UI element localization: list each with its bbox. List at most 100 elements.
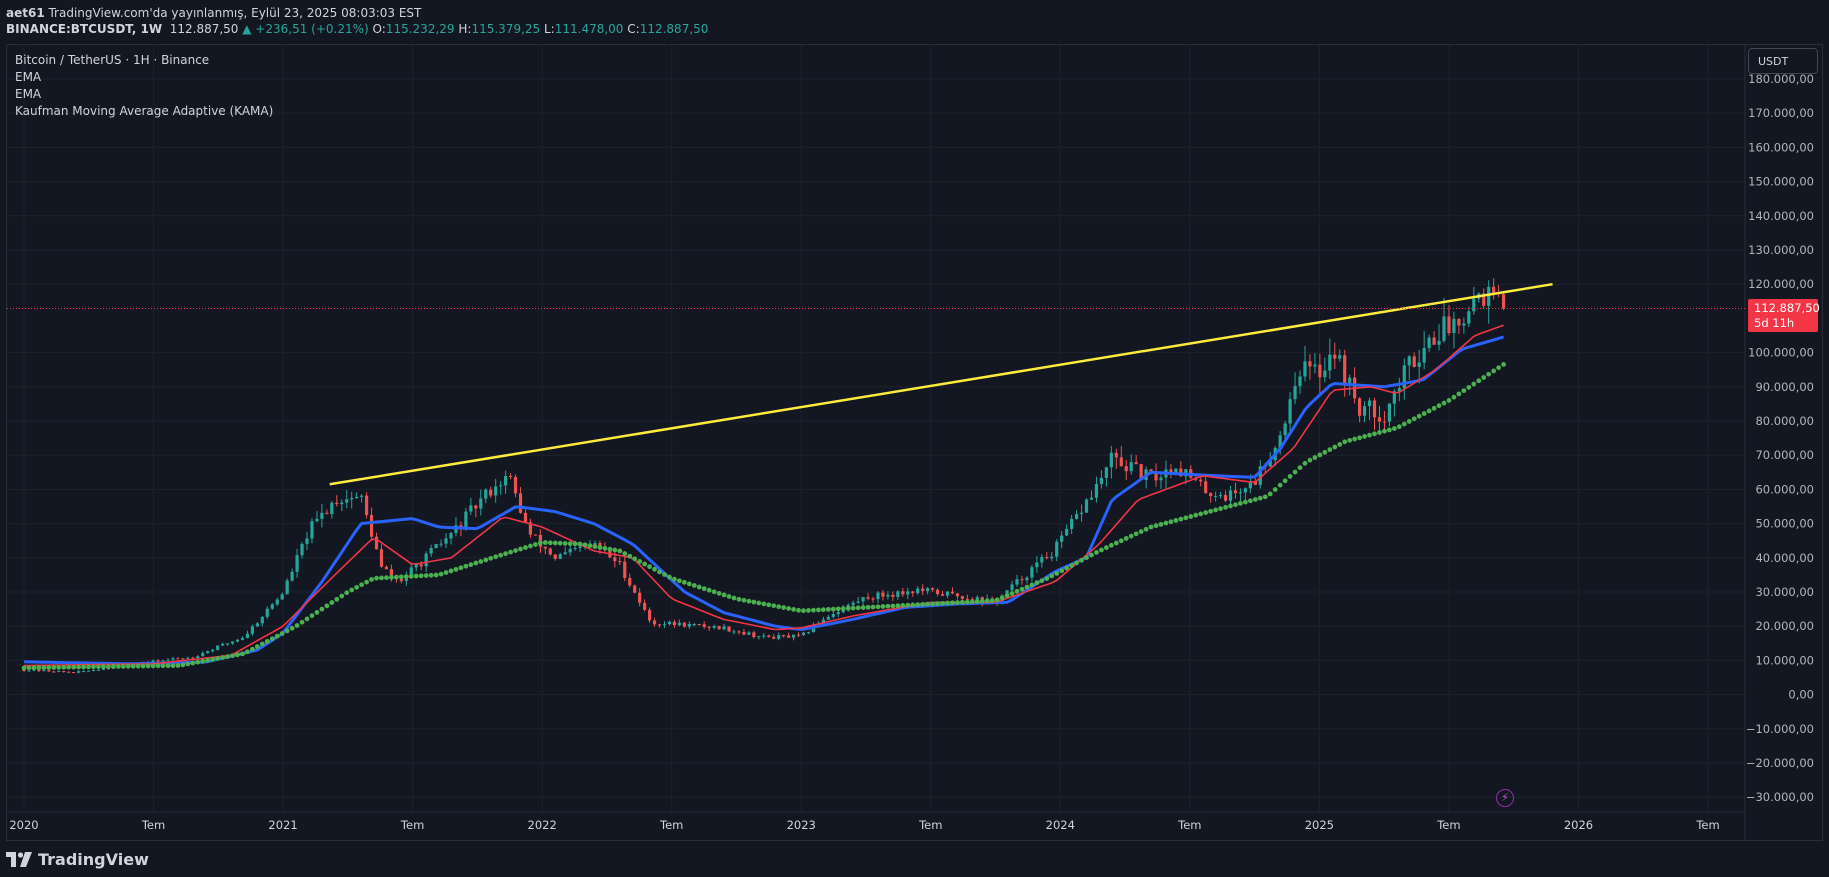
candle-body	[196, 656, 200, 658]
y-tick-label: 60.000,00	[1755, 482, 1814, 496]
kama-dot	[964, 599, 970, 605]
candle-body	[1303, 361, 1307, 377]
candle-body	[1010, 584, 1014, 591]
candle-body	[67, 671, 71, 673]
candle-body	[533, 534, 538, 536]
legend-kama[interactable]: Kaufman Moving Average Adaptive (KAMA)	[15, 104, 274, 118]
kama-dot	[106, 664, 111, 670]
candle-body	[787, 635, 791, 638]
candle-body	[1159, 477, 1163, 481]
kama-dot	[1024, 584, 1030, 590]
kama-dot	[508, 549, 513, 555]
kama-dot	[488, 555, 494, 561]
kama-dot	[1297, 465, 1303, 471]
candle-body	[221, 643, 225, 646]
kama-dot	[1143, 526, 1149, 532]
kama-dot	[989, 598, 995, 604]
tradingview-logo-text: TradingView	[38, 849, 149, 869]
legend-ema-2[interactable]: EMA	[15, 87, 42, 101]
kama-dot	[1476, 378, 1482, 384]
kama-dot	[647, 564, 652, 570]
candle-body	[1060, 535, 1064, 542]
kama-dot	[910, 602, 916, 608]
candle-body	[225, 643, 230, 645]
kama-dot	[329, 600, 335, 605]
lightning-icon[interactable]: ⚡	[1496, 789, 1514, 807]
kama-dot	[225, 654, 230, 660]
kama-dot	[602, 545, 608, 551]
candle-body	[960, 596, 964, 599]
kama-dot	[890, 603, 896, 609]
kama-dot	[969, 599, 975, 605]
kama-dot	[269, 636, 275, 642]
candle-body	[305, 538, 309, 544]
kama-dot	[850, 605, 856, 611]
kama-dot	[71, 664, 77, 670]
kama-dot	[1148, 524, 1154, 530]
kama-dot	[1044, 576, 1050, 581]
tradingview-logo[interactable]: TradingView	[6, 849, 149, 869]
kama-dot	[21, 665, 27, 671]
candle-body	[27, 670, 31, 672]
last-price-tag: 112.887,50 5d 11h	[1748, 299, 1820, 332]
candle-body	[1020, 579, 1024, 581]
kama-dot	[711, 589, 717, 595]
currency-button[interactable]: USDT	[1748, 48, 1818, 74]
candle-body	[618, 561, 622, 563]
y-tick-label: 10.000,00	[1755, 653, 1814, 667]
candle-body	[255, 623, 259, 627]
kama-dot	[1287, 474, 1293, 479]
candle-body	[1288, 399, 1292, 424]
kama-dot	[86, 664, 91, 670]
candle-body	[563, 552, 567, 555]
candle-body	[240, 637, 245, 640]
last-price-tag-countdown: 5d 11h	[1754, 316, 1795, 330]
open-label: O:	[372, 22, 386, 36]
candle-body	[166, 659, 170, 661]
kama-dot	[61, 664, 67, 670]
kama-dot	[820, 607, 826, 613]
kama-dot	[796, 607, 801, 613]
kama-dot	[791, 606, 796, 612]
chart-pane[interactable]	[6, 44, 1823, 841]
candle-body	[439, 543, 443, 545]
kama-dot	[294, 623, 300, 628]
candle-body	[553, 554, 557, 559]
ema-fast-line	[24, 324, 1504, 667]
candle-body	[444, 538, 448, 544]
ema-slow-line	[23, 335, 1505, 666]
kama-dot	[1218, 506, 1223, 512]
kama-dot	[667, 574, 672, 580]
kama-dot	[1183, 515, 1189, 521]
y-tick-label: 100.000,00	[1748, 346, 1814, 360]
candle-body	[1422, 348, 1426, 363]
kama-dot	[284, 628, 290, 634]
ohlc-line: BINANCE:BTCUSDT, 1W 112.887,50 ▲ +236,51…	[6, 22, 708, 36]
candle-body	[216, 645, 220, 650]
low-value: 111.478,00	[554, 22, 624, 36]
x-tick-label: 2023	[787, 818, 816, 832]
candle-body	[1139, 464, 1143, 481]
symbol-label[interactable]: BINANCE:BTCUSDT, 1W	[6, 22, 163, 36]
candle-body	[186, 657, 190, 659]
candle-body	[1055, 541, 1059, 557]
candle-body	[1442, 316, 1446, 341]
candle-body	[1084, 499, 1089, 513]
candle-body	[836, 612, 840, 615]
candle-body	[767, 635, 771, 637]
candle-body	[191, 657, 195, 659]
kama-dot	[1367, 432, 1372, 438]
kama-dot	[125, 663, 131, 669]
candle-body	[886, 594, 890, 597]
kama-dot	[1059, 568, 1065, 574]
candle-body	[1293, 386, 1297, 400]
legend-ema-1[interactable]: EMA	[15, 70, 42, 84]
candle-body	[245, 633, 250, 638]
candle-body	[861, 597, 865, 602]
kama-dot	[642, 561, 648, 567]
legend-title[interactable]: Bitcoin / TetherUS · 1H · Binance	[15, 53, 210, 67]
price-change: ▲ +236,51 (+0.21%)	[242, 22, 369, 36]
candle-body	[1070, 518, 1074, 529]
kama-dot	[175, 663, 181, 668]
